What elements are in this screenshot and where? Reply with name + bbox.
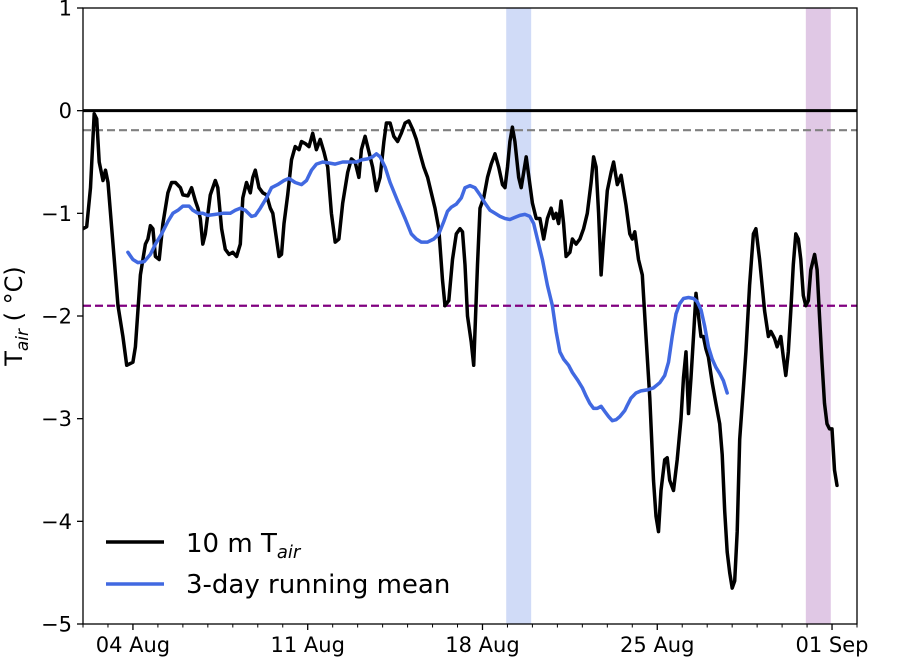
y-axis-label-sub: air [13, 328, 33, 351]
y-axis-label-unit: ( °C) [0, 266, 28, 329]
y-axis-label: Tair ( °C) [0, 266, 33, 367]
x-tick-label: 25 Aug [620, 633, 694, 657]
legend-label-tair-sub: air [277, 542, 302, 563]
legend: 10 m Tair 3-day running mean [106, 529, 450, 600]
y-tick-label: −1 [41, 202, 72, 226]
legend-label-tair: 10 m Tair [186, 529, 302, 563]
series-lines [83, 111, 839, 590]
y-tick-label: −3 [41, 407, 72, 431]
series-line-1 [126, 152, 729, 423]
y-tick-label: −2 [41, 305, 72, 329]
x-tick-label: 04 Aug [96, 633, 170, 657]
y-tick-label: 1 [59, 0, 72, 21]
x-axis-ticks: 04 Aug 11 Aug 18 Aug 25 Aug 01 Sep [82, 624, 869, 657]
y-axis-ticks: 1 0 −1 −2 −3 −4 −5 [41, 0, 83, 637]
shaded-span-0 [506, 8, 532, 624]
reference-lines [83, 109, 857, 307]
x-tick-label: 18 Aug [445, 633, 519, 657]
x-tick-label: 01 Sep [796, 633, 869, 657]
series-line-0 [83, 111, 839, 590]
y-axis-label-main: T [0, 351, 28, 367]
x-tick-label: 11 Aug [271, 633, 345, 657]
legend-label-running-mean: 3-day running mean [186, 570, 450, 600]
y-tick-label: 0 [59, 99, 72, 123]
y-tick-label: −5 [41, 613, 72, 637]
y-tick-label: −4 [41, 510, 72, 534]
legend-label-tair-main: 10 m T [186, 529, 277, 559]
